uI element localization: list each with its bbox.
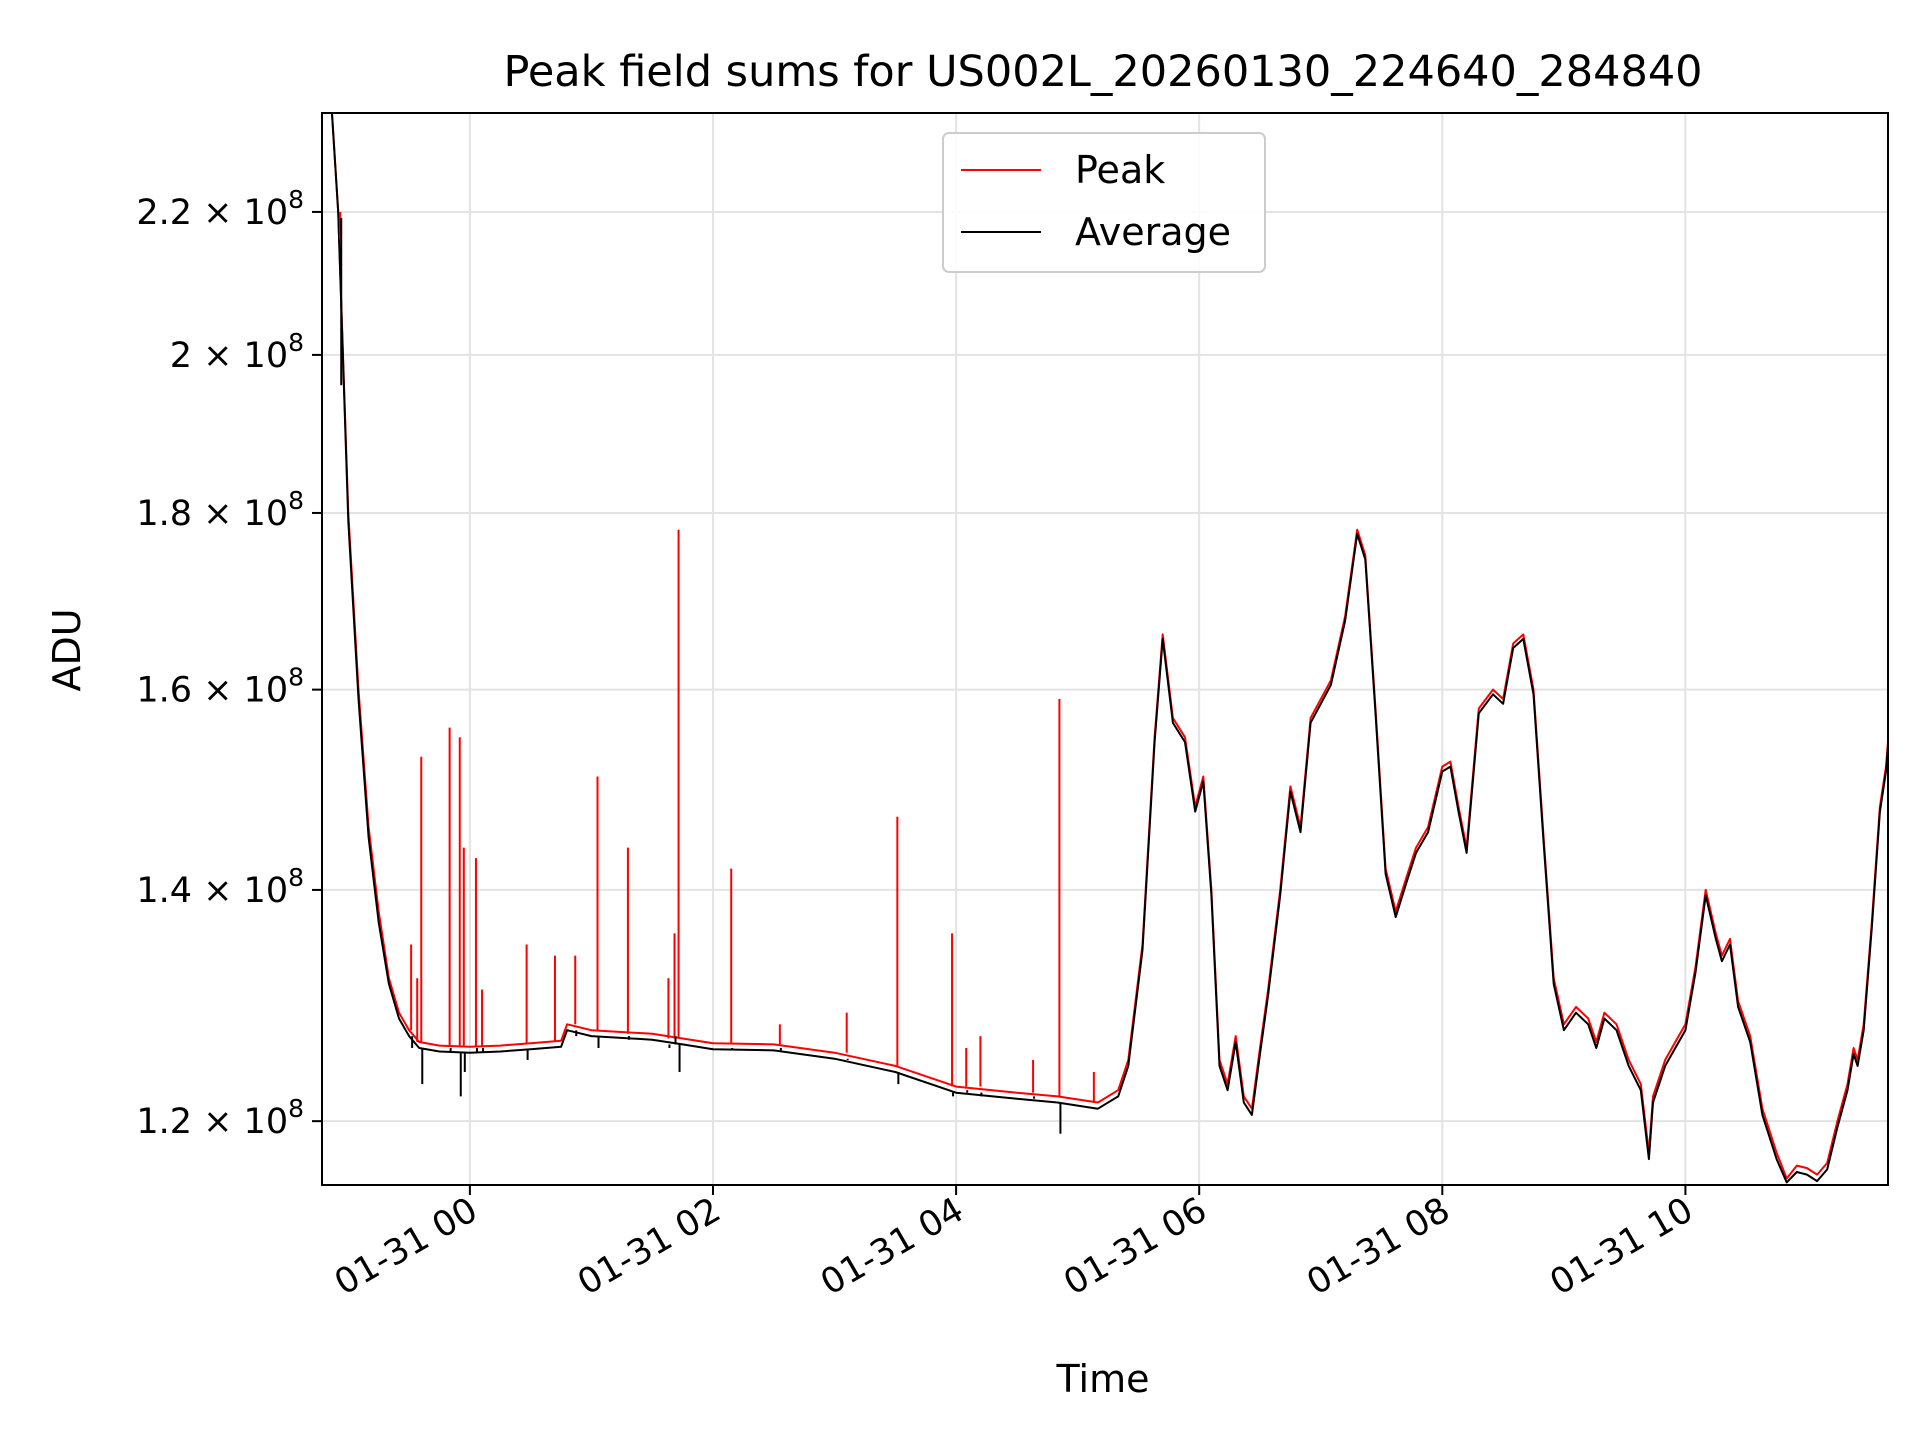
legend-box bbox=[942, 132, 1266, 273]
y-tick-label: 1.4 × 108 bbox=[136, 863, 304, 911]
plot-frame bbox=[321, 112, 1889, 1186]
legend-label-peak: Peak bbox=[1075, 148, 1165, 192]
y-tick-label: 1.6 × 108 bbox=[136, 663, 304, 711]
y-tick-label: 1.2 × 108 bbox=[136, 1094, 304, 1142]
y-tick-label: 2 × 108 bbox=[170, 328, 304, 376]
legend-label-average: Average bbox=[1075, 210, 1231, 254]
y-axis-label: ADU bbox=[45, 608, 89, 691]
plot-area bbox=[330, 113, 1888, 1184]
y-tick-label: 2.2 × 108 bbox=[136, 185, 304, 233]
series-line-average bbox=[330, 113, 1888, 1184]
grid bbox=[322, 113, 1888, 1185]
legend: Peak Average bbox=[942, 132, 1266, 273]
x-axis-label: Time bbox=[1056, 1357, 1150, 1401]
series-line-peak bbox=[330, 113, 1888, 1180]
chart-title: Peak field sums for US002L_20260130_2246… bbox=[503, 47, 1702, 97]
y-tick-label: 1.8 × 108 bbox=[136, 486, 304, 534]
